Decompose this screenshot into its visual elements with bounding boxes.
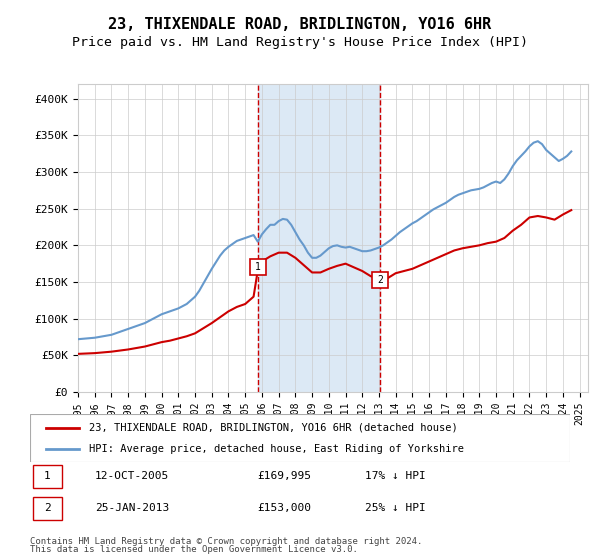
FancyBboxPatch shape (33, 497, 62, 520)
Text: This data is licensed under the Open Government Licence v3.0.: This data is licensed under the Open Gov… (30, 545, 358, 554)
Text: £153,000: £153,000 (257, 503, 311, 514)
Text: 2: 2 (377, 275, 383, 285)
Text: HPI: Average price, detached house, East Riding of Yorkshire: HPI: Average price, detached house, East… (89, 444, 464, 454)
Text: 17% ↓ HPI: 17% ↓ HPI (365, 471, 425, 481)
Text: Contains HM Land Registry data © Crown copyright and database right 2024.: Contains HM Land Registry data © Crown c… (30, 537, 422, 546)
Text: 25% ↓ HPI: 25% ↓ HPI (365, 503, 425, 514)
FancyBboxPatch shape (33, 465, 62, 488)
Text: 1: 1 (256, 262, 261, 272)
Text: 23, THIXENDALE ROAD, BRIDLINGTON, YO16 6HR (detached house): 23, THIXENDALE ROAD, BRIDLINGTON, YO16 6… (89, 423, 458, 433)
FancyBboxPatch shape (30, 414, 570, 462)
Text: 2: 2 (44, 503, 50, 514)
Bar (258, 84, 380, 392)
Text: Price paid vs. HM Land Registry's House Price Index (HPI): Price paid vs. HM Land Registry's House … (72, 36, 528, 49)
Text: 25-JAN-2013: 25-JAN-2013 (95, 503, 169, 514)
Text: £169,995: £169,995 (257, 471, 311, 481)
Text: 23, THIXENDALE ROAD, BRIDLINGTON, YO16 6HR: 23, THIXENDALE ROAD, BRIDLINGTON, YO16 6… (109, 17, 491, 32)
Text: 1: 1 (44, 471, 50, 481)
Text: 12-OCT-2005: 12-OCT-2005 (95, 471, 169, 481)
